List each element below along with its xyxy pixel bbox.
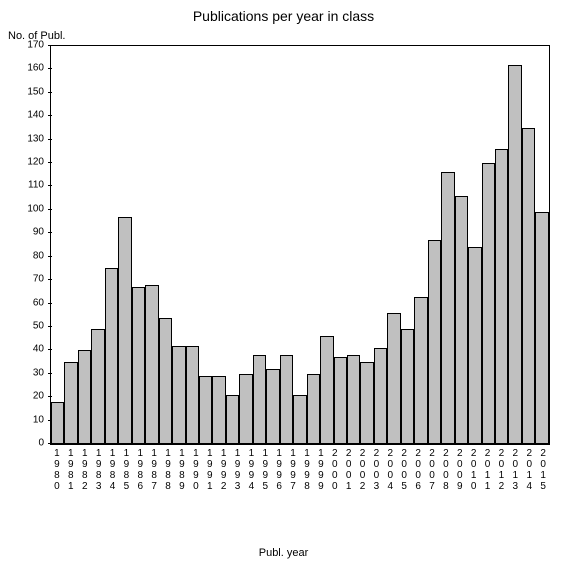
x-tick-label: 1996 [272,446,286,526]
y-tick-label: 90 [33,227,44,238]
y-tick-label: 160 [27,63,44,74]
bar [212,376,225,444]
x-tick-label: 1997 [286,446,300,526]
bar [159,318,172,444]
x-tick-label: 1990 [189,446,203,526]
y-tick-label: 50 [33,320,44,331]
y-tick-label: 40 [33,344,44,355]
x-tick-label: 1992 [217,446,231,526]
bar [51,402,64,444]
bar [64,362,77,444]
bar [132,287,145,444]
y-tick-label: 110 [28,180,44,191]
x-tick-label: 2008 [439,446,453,526]
x-tick-label: 1982 [78,446,92,526]
x-tick-label: 1984 [106,446,120,526]
y-tick-label: 150 [27,86,44,97]
y-tick-label: 60 [33,297,44,308]
bar [401,329,414,444]
x-tick-label: 2002 [356,446,370,526]
x-tick-label: 1995 [258,446,272,526]
bar [266,369,279,444]
x-tick-label: 2007 [425,446,439,526]
bar [186,346,199,444]
bar [441,172,454,444]
x-tick-label: 2005 [397,446,411,526]
bar [145,285,158,444]
x-tick-label: 2012 [495,446,509,526]
bar [105,268,118,444]
y-tick-label: 140 [27,110,44,121]
bar [414,297,427,444]
y-tick-label: 100 [27,203,44,214]
bar [482,163,495,444]
x-tick-label: 2015 [536,446,550,526]
bar [293,395,306,444]
y-tick-label: 0 [38,438,44,449]
bar [522,128,535,444]
x-ticks: 1980198119821983198419851986198719881989… [50,446,550,526]
chart-title: Publications per year in class [0,8,567,24]
x-tick-label: 1999 [314,446,328,526]
bar [495,149,508,444]
x-tick-label: 2010 [467,446,481,526]
bar [387,313,400,444]
x-tick-label: 2003 [369,446,383,526]
x-tick-label: 2004 [383,446,397,526]
bar [535,212,548,444]
bars [51,46,549,444]
x-tick-label: 1987 [147,446,161,526]
x-axis-label: Publ. year [0,547,567,559]
x-tick-label: 1981 [64,446,78,526]
bar [508,65,521,444]
bar [347,355,360,444]
x-tick-label: 1994 [244,446,258,526]
bar [468,247,481,444]
plot-area [50,45,550,445]
bar [172,346,185,444]
y-tick-label: 120 [27,157,44,168]
bar [360,362,373,444]
bar [253,355,266,444]
x-tick-label: 2011 [481,446,495,526]
y-tick-label: 170 [27,40,44,51]
x-tick-label: 1980 [50,446,64,526]
x-tick-label: 1991 [203,446,217,526]
y-ticks: 0102030405060708090100110120130140150160… [0,45,48,445]
y-tick-label: 10 [33,414,44,425]
x-tick-label: 1985 [119,446,133,526]
x-tick-label: 2013 [508,446,522,526]
y-tick-label: 20 [33,391,44,402]
bar [199,376,212,444]
bar [280,355,293,444]
y-tick-label: 30 [33,367,44,378]
x-tick-label: 2006 [411,446,425,526]
x-tick-label: 1993 [231,446,245,526]
bar [455,196,468,444]
bar [428,240,441,444]
x-tick-label: 2014 [522,446,536,526]
bar [118,217,131,444]
x-tick-label: 1998 [300,446,314,526]
x-tick-label: 2009 [453,446,467,526]
publications-chart: Publications per year in class No. of Pu… [0,0,567,567]
y-tick-label: 130 [27,133,44,144]
bar [91,329,104,444]
bar [307,374,320,444]
y-tick-label: 80 [33,250,44,261]
bar [78,350,91,444]
x-tick-label: 2000 [328,446,342,526]
bar [239,374,252,444]
bar [226,395,239,444]
y-tick-label: 70 [33,274,44,285]
bar [320,336,333,444]
bar [334,357,347,444]
x-tick-label: 1988 [161,446,175,526]
bar [374,348,387,444]
x-tick-label: 1986 [133,446,147,526]
x-tick-label: 1989 [175,446,189,526]
x-tick-label: 2001 [342,446,356,526]
x-tick-label: 1983 [92,446,106,526]
